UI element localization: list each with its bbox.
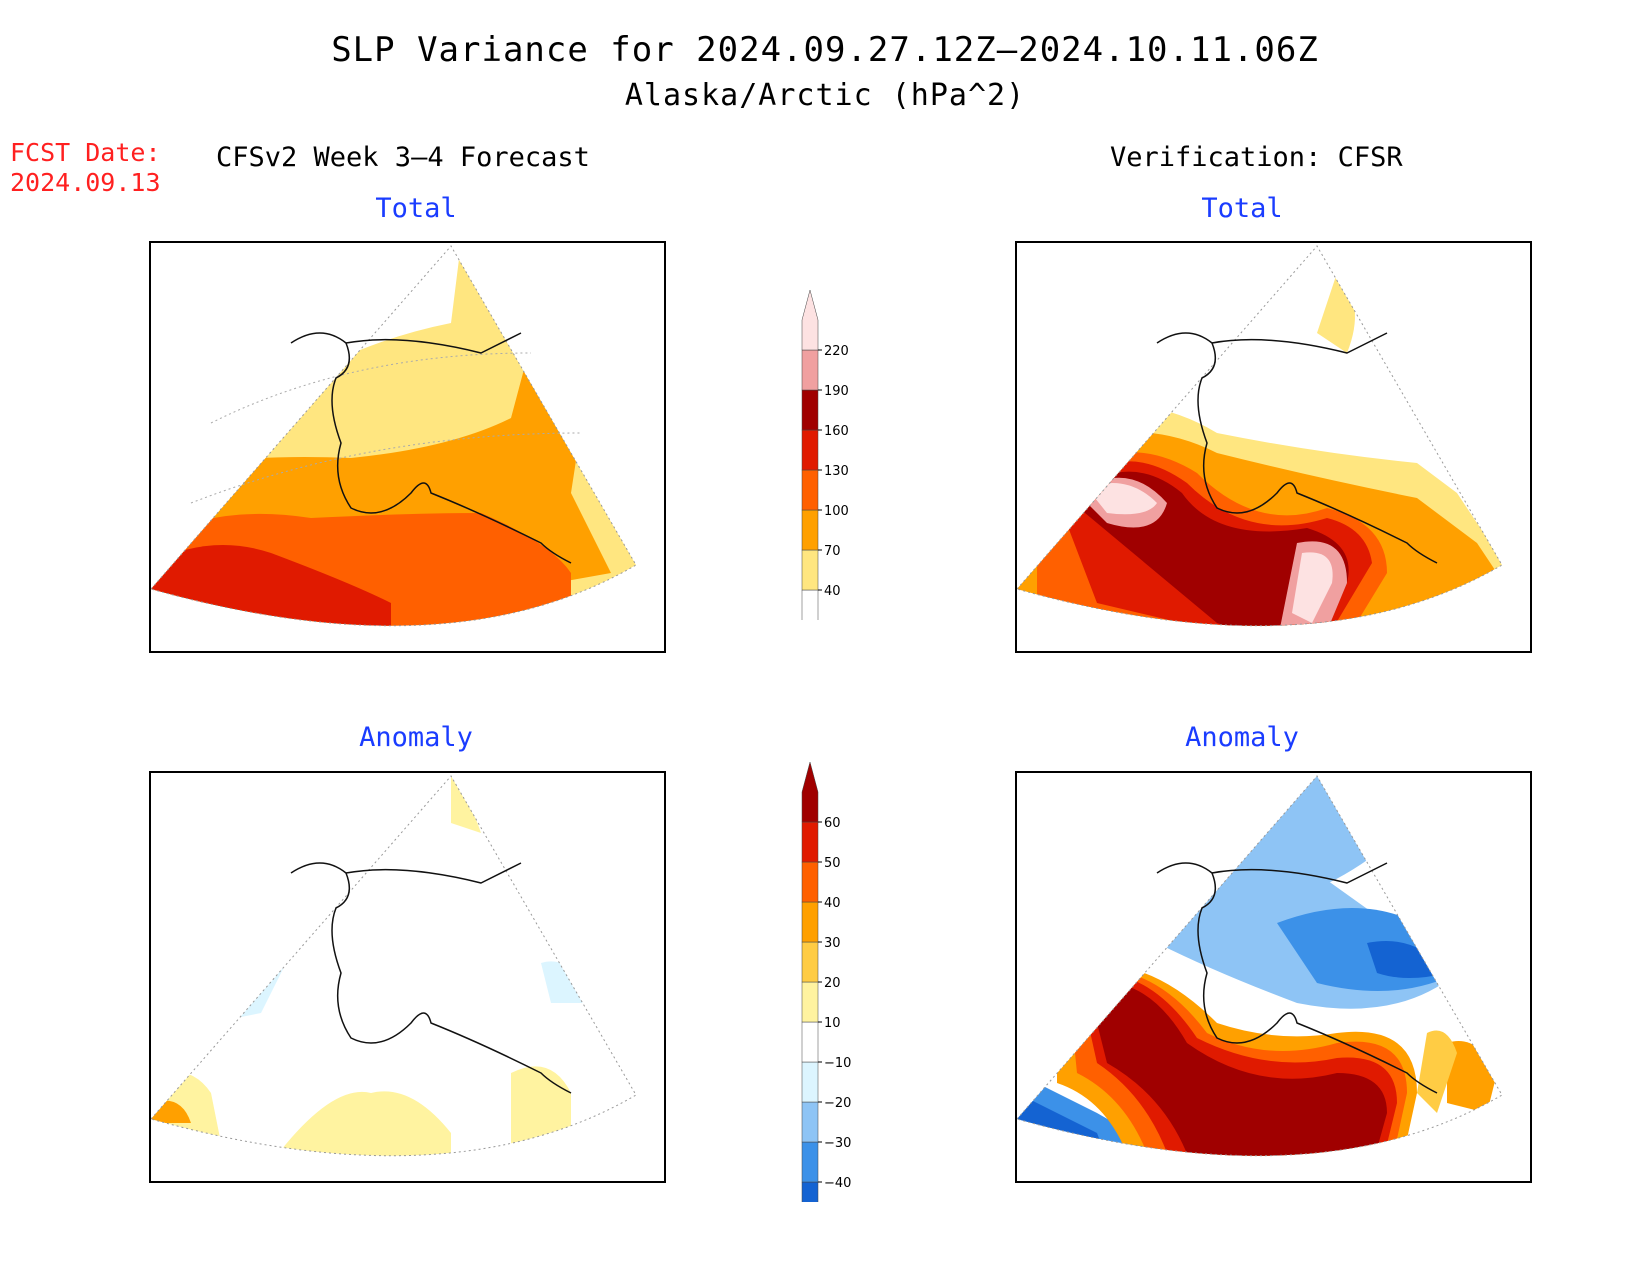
colorbar-swatch	[801, 1021, 819, 1063]
verification-heading: Verification: CFSR	[1110, 142, 1403, 173]
colorbar-label: 40	[824, 896, 841, 911]
anomaly-colorbar: −40 −30 −20 −10 10 20 30 40 50 60	[801, 761, 851, 1202]
colorbar-label: 20	[824, 976, 841, 991]
colorbar-label: 30	[824, 936, 841, 951]
colorbar-top-swatch	[801, 761, 819, 823]
colorbar-swatch	[801, 509, 819, 551]
colorbar-label: −10	[824, 1056, 851, 1071]
forecast-heading: CFSv2 Week 3–4 Forecast	[216, 142, 590, 173]
colorbar-swatch	[801, 469, 819, 511]
total-colorbar: 40 70 100 130 160 190 220	[801, 289, 849, 620]
colorbar-label: 70	[824, 544, 841, 559]
colorbar-swatch	[801, 861, 819, 903]
colorbar-swatch	[801, 549, 819, 591]
verification-anomaly-title: Anomaly	[1185, 722, 1299, 753]
forecast-total-title: Total	[375, 193, 457, 224]
colorbar-bottom-swatch	[801, 589, 819, 620]
fcst-date-value: 2024.09.13	[10, 168, 161, 197]
colorbar-swatch	[801, 389, 819, 431]
chart-subtitle: Alaska/Arctic (hPa^2)	[624, 78, 1026, 113]
colorbar-swatch	[801, 1101, 819, 1143]
colorbar-swatch	[801, 981, 819, 1023]
colorbar-swatch	[801, 429, 819, 471]
colorbar-label: 190	[824, 384, 849, 399]
colorbar-swatch	[801, 349, 819, 391]
fcst-date-label: FCST Date:	[10, 138, 161, 167]
verification-anomaly-map	[1015, 771, 1532, 1183]
colorbar-label: −40	[824, 1176, 851, 1191]
colorbar-label: 10	[824, 1016, 841, 1031]
forecast-total-map	[149, 241, 666, 653]
colorbar-label: 50	[824, 856, 841, 871]
colorbar-label: 60	[824, 816, 841, 831]
chart-title: SLP Variance for 2024.09.27.12Z–2024.10.…	[331, 30, 1319, 70]
verification-total-map	[1015, 241, 1532, 653]
colorbar-label: 220	[824, 344, 849, 359]
forecast-anomaly-title: Anomaly	[359, 722, 473, 753]
colorbar-label: 130	[824, 464, 849, 479]
colorbar-swatch	[801, 901, 819, 943]
colorbar-swatch	[801, 1061, 819, 1103]
colorbar-top-swatch	[801, 289, 819, 351]
colorbar-label: −30	[824, 1136, 851, 1151]
colorbar-label: 40	[824, 584, 841, 599]
colorbar-label: 100	[824, 504, 849, 519]
verification-total-title: Total	[1201, 193, 1283, 224]
colorbar-bottom-swatch	[801, 1181, 819, 1202]
colorbar-swatch	[801, 941, 819, 983]
colorbar-swatch	[801, 1141, 819, 1183]
colorbar-label: 160	[824, 424, 849, 439]
colorbar-label: −20	[824, 1096, 851, 1111]
colorbar-swatch	[801, 821, 819, 863]
forecast-anomaly-map	[149, 771, 666, 1183]
